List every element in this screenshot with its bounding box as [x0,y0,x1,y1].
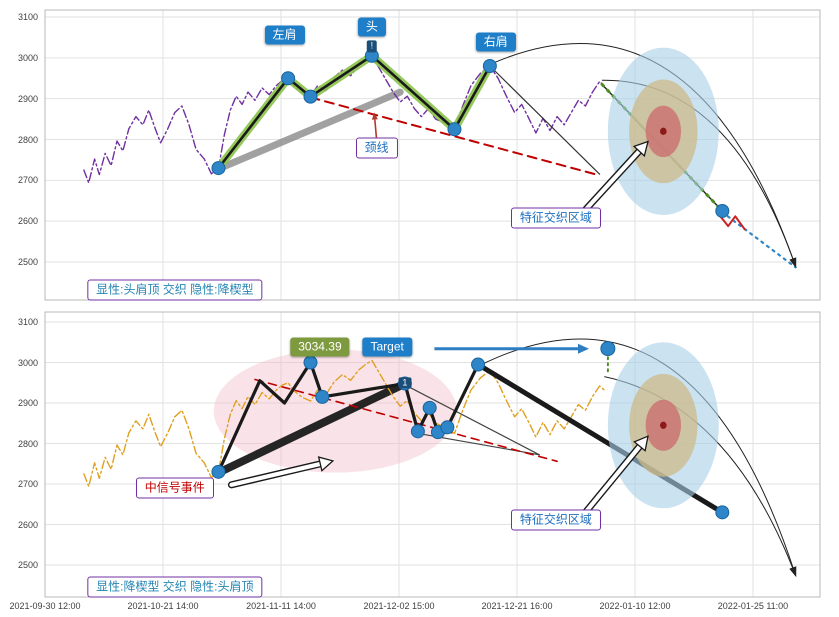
pivot-dots [211,161,226,176]
wedge-upper-line [404,384,540,456]
target-arrow-head [577,343,589,354]
pivot-dots [211,464,226,479]
red-mini-zigzag [716,212,746,231]
pivot-dots [397,376,412,391]
pivot-dots [482,59,497,73]
trend-line-red-dashed [254,378,558,463]
pattern-line-black [217,54,492,170]
pivot-dots [410,424,425,439]
feature-zone-center-dot [660,127,667,136]
feature-zone-arrow [583,444,642,515]
signal-event-arrow-head [317,456,335,472]
feature-zone-center-dot [660,421,667,429]
pivot-dots [447,122,462,137]
panel-border [44,311,821,598]
target-dot [600,341,616,357]
pivot-dots [471,357,486,372]
projection-blue-dotted [721,211,797,269]
pivot-dots [715,505,730,520]
breakdown-line [489,65,601,175]
pivot-dots [715,203,730,218]
pivot-dots [303,89,318,104]
signal-event-arrow [229,461,323,487]
forecast-arc-b-head [789,257,797,268]
pivot-dots [422,400,437,415]
panel-border [44,9,821,301]
pivot-dots [281,71,296,86]
neckline-arrow [374,119,378,140]
trend-line-red-dashed [309,96,601,177]
support-line-heavy [214,379,409,477]
price-line-orange [83,359,605,488]
feature-zone-arrow [583,149,642,212]
pivot-dots [315,389,330,404]
trend-line-gray [215,88,404,173]
pivot-dots [440,420,455,435]
pivot-dots [364,48,379,63]
feature-zone-arrow-head [633,435,649,452]
neckline-arrow-head [371,112,378,120]
pivot-dots [303,355,318,370]
feature-zone-arrow-head [632,140,649,158]
forecast-arc-b-head [789,566,797,577]
